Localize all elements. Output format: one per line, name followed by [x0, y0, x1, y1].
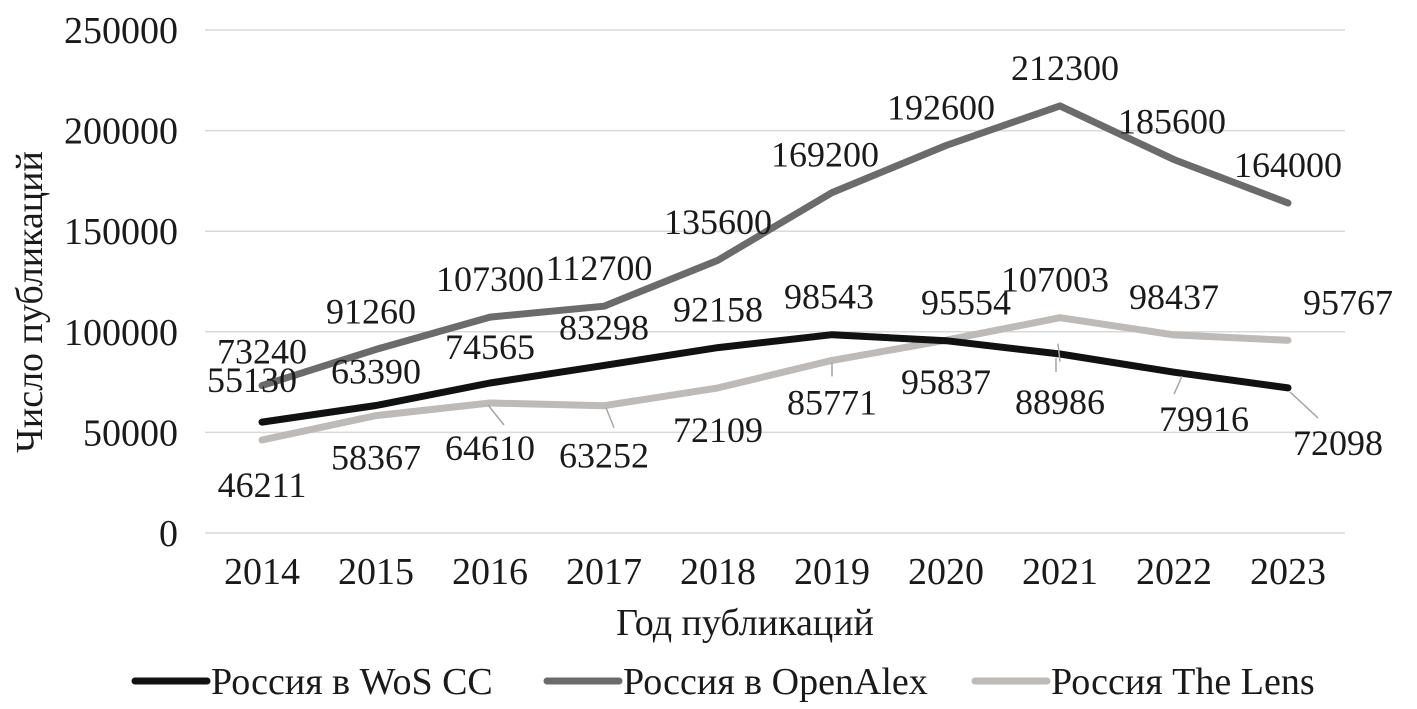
y-tick-label: 150000 — [64, 211, 178, 253]
data-label: 98437 — [1129, 277, 1219, 317]
data-label: 107003 — [1001, 260, 1109, 300]
data-label: 169200 — [771, 135, 879, 175]
x-tick-label: 2017 — [566, 551, 642, 593]
x-tick-label: 2015 — [338, 551, 414, 593]
data-label: 64610 — [445, 428, 535, 468]
data-label: 95767 — [1303, 282, 1393, 322]
data-label: 95837 — [901, 362, 991, 402]
y-tick-label: 250000 — [64, 10, 178, 52]
y-tick-label: 50000 — [83, 412, 178, 454]
legend-label-1: Россия в OpenAlex — [623, 661, 928, 703]
data-label: 135600 — [664, 202, 772, 242]
data-label: 92158 — [673, 290, 763, 330]
label-leader-line — [1289, 391, 1319, 419]
data-label: 79916 — [1159, 399, 1249, 439]
data-label: 74565 — [445, 327, 535, 367]
data-label: 88986 — [1015, 382, 1105, 422]
data-labels: 55130 63390 74565 83298 92158 98543 95554 88986… — [207, 48, 1393, 505]
data-label: 72109 — [673, 410, 763, 450]
label-leader-line — [487, 404, 505, 426]
data-label: 85771 — [787, 382, 877, 422]
data-label: 63252 — [559, 436, 649, 476]
data-label: 95554 — [921, 283, 1011, 323]
data-label: 73240 — [217, 332, 307, 372]
y-tick-label: 100000 — [64, 312, 178, 354]
gridlines — [205, 29, 1345, 534]
series-line-0 — [258, 331, 1292, 426]
y-axis-title: Число публикаций — [9, 151, 51, 453]
y-tick-label: 200000 — [64, 111, 178, 153]
x-tick-label: 2021 — [1022, 551, 1098, 593]
x-tick-label: 2023 — [1250, 551, 1326, 593]
y-axis-ticks: 0 50000 100000 150000 200000 250000 — [64, 10, 178, 555]
x-tick-label: 2022 — [1136, 551, 1212, 593]
data-label: 91260 — [326, 291, 416, 331]
data-label: 212300 — [1011, 48, 1119, 88]
data-label: 58367 — [331, 438, 421, 478]
series-line-2 — [258, 314, 1292, 444]
legend: Россия в WoS CC Россия в OpenAlex Россия T… — [131, 661, 1315, 703]
label-leader-line — [1173, 375, 1183, 395]
data-label: 46211 — [218, 465, 307, 505]
x-tick-label: 2020 — [908, 551, 984, 593]
label-leader-line — [605, 407, 615, 429]
legend-label-2: Россия The Lens — [1051, 661, 1315, 703]
data-label: 72098 — [1293, 423, 1383, 463]
data-label: 185600 — [1118, 102, 1226, 142]
label-leader-line — [1057, 343, 1061, 362]
x-tick-label: 2018 — [680, 551, 756, 593]
data-label: 83298 — [559, 307, 649, 347]
data-label: 107300 — [436, 259, 544, 299]
data-label: 112700 — [546, 248, 653, 288]
x-tick-label: 2014 — [224, 551, 300, 593]
x-axis-ticks: 2014 2015 2016 2017 2018 2019 2020 2021 2022 2023 — [224, 551, 1326, 593]
data-label: 98543 — [784, 277, 874, 317]
data-label: 192600 — [887, 87, 995, 127]
data-label: 63390 — [331, 351, 421, 391]
x-axis-title: Год публикаций — [616, 602, 874, 644]
data-label: 55130 — [207, 360, 297, 400]
data-label: 164000 — [1234, 145, 1342, 185]
y-tick-label: 0 — [159, 513, 178, 555]
series-line-1 — [258, 102, 1292, 390]
x-tick-label: 2019 — [794, 551, 870, 593]
legend-label-0: Россия в WoS CC — [211, 661, 493, 703]
label-leader-lines — [487, 343, 1319, 429]
x-tick-label: 2016 — [452, 551, 528, 593]
series-lines — [258, 102, 1292, 444]
